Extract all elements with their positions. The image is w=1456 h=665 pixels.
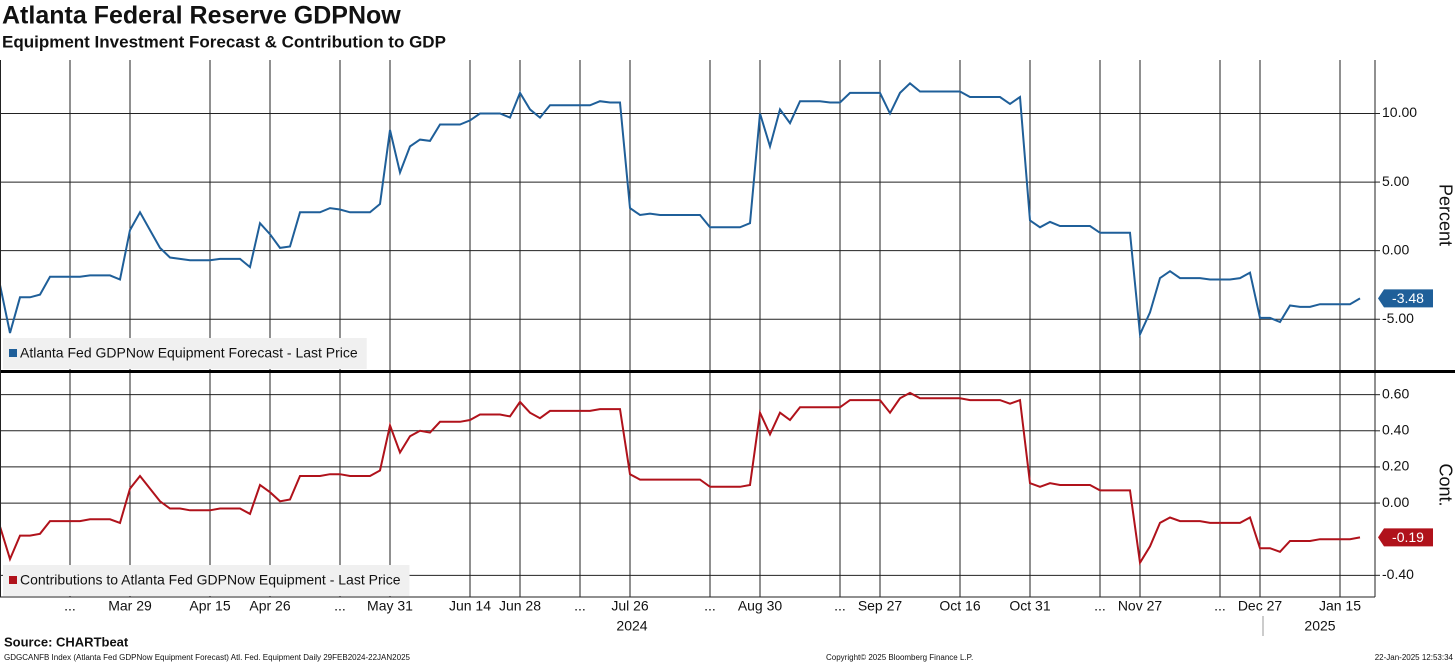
x-tick-label: ... bbox=[704, 598, 716, 614]
y-axis-label: Percent bbox=[1435, 184, 1455, 246]
x-tick-label: Apr 15 bbox=[189, 598, 230, 614]
y-axis-label: Cont. bbox=[1435, 463, 1455, 506]
legend-box bbox=[3, 565, 410, 596]
legend-swatch bbox=[9, 349, 17, 357]
y-tick-label: 10.00 bbox=[1382, 104, 1417, 120]
x-tick-label: May 31 bbox=[367, 598, 413, 614]
x-tick-label: ... bbox=[334, 598, 346, 614]
x-tick-label: Aug 30 bbox=[738, 598, 783, 614]
footer-right: 22-Jan-2025 12:53:34 bbox=[1375, 653, 1454, 662]
series-line bbox=[0, 81, 1361, 339]
x-year-label: 2024 bbox=[616, 618, 647, 634]
footer-center: Copyright© 2025 Bloomberg Finance L.P. bbox=[826, 653, 973, 662]
x-tick-label: ... bbox=[1214, 598, 1226, 614]
last-value-label: -3.48 bbox=[1392, 290, 1424, 306]
x-tick-label: Jul 26 bbox=[611, 598, 649, 614]
x-tick-label: Dec 27 bbox=[1238, 598, 1283, 614]
source: Source: CHARTbeat bbox=[4, 634, 129, 649]
y-tick-label: 0.40 bbox=[1382, 422, 1409, 438]
x-tick-label: Sep 27 bbox=[858, 598, 903, 614]
x-tick-label: ... bbox=[1094, 598, 1106, 614]
series-line bbox=[0, 391, 1361, 566]
last-value-flag bbox=[1378, 289, 1433, 308]
x-year-label: 2025 bbox=[1304, 618, 1335, 634]
x-tick-label: Jun 28 bbox=[499, 598, 541, 614]
x-tick-label: Jan 15 bbox=[1319, 598, 1361, 614]
y-tick-label: -5.00 bbox=[1382, 310, 1414, 326]
y-tick-label: 0.60 bbox=[1382, 385, 1409, 401]
y-tick-label: -0.40 bbox=[1382, 566, 1414, 582]
x-tick-label: Oct 16 bbox=[939, 598, 980, 614]
last-value-flag bbox=[1378, 528, 1433, 547]
chart-title: Atlanta Federal Reserve GDPNow bbox=[2, 2, 401, 30]
y-tick-label: 0.00 bbox=[1382, 241, 1409, 257]
x-tick-label: Nov 27 bbox=[1118, 598, 1163, 614]
x-tick-label: ... bbox=[574, 598, 586, 614]
last-value-label: -0.19 bbox=[1392, 529, 1424, 545]
x-tick-label: ... bbox=[834, 598, 846, 614]
x-tick-label: ... bbox=[64, 598, 76, 614]
legend-label: Contributions to Atlanta Fed GDPNow Equi… bbox=[20, 572, 401, 588]
chart-subtitle: Equipment Investment Forecast & Contribu… bbox=[2, 32, 446, 51]
legend-label: Atlanta Fed GDPNow Equipment Forecast - … bbox=[20, 345, 358, 361]
x-tick-label: Jun 14 bbox=[449, 598, 491, 614]
footer-left: GDGCANFB Index (Atlanta Fed GDPNow Equip… bbox=[4, 653, 411, 662]
legend-swatch bbox=[9, 576, 17, 584]
legend-box bbox=[3, 338, 367, 369]
y-tick-label: 5.00 bbox=[1382, 173, 1409, 189]
y-tick-label: 0.20 bbox=[1382, 458, 1409, 474]
x-tick-label: Oct 31 bbox=[1009, 598, 1050, 614]
x-tick-label: Mar 29 bbox=[108, 598, 152, 614]
x-tick-label: Apr 26 bbox=[249, 598, 290, 614]
y-tick-label: 0.00 bbox=[1382, 494, 1409, 510]
